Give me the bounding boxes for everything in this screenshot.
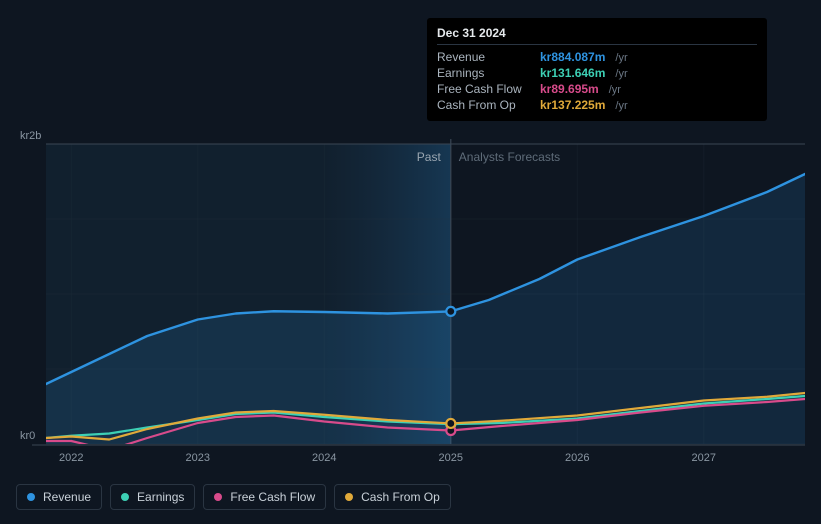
legend-dot-icon bbox=[27, 493, 35, 501]
tooltip-row: Cash From Op kr137.225m/yr bbox=[437, 97, 757, 113]
y-axis-label: kr0 bbox=[20, 430, 35, 442]
legend-dot-icon bbox=[345, 493, 353, 501]
section-label-forecast: Analysts Forecasts bbox=[459, 150, 560, 164]
x-axis-label: 2026 bbox=[565, 452, 589, 464]
x-axis-label: 2024 bbox=[312, 452, 336, 464]
x-axis-label: 2027 bbox=[692, 452, 716, 464]
tooltip-row-label: Revenue bbox=[437, 50, 532, 64]
tooltip-row-value: kr131.646m bbox=[540, 66, 605, 80]
tooltip-row-unit: /yr bbox=[609, 84, 621, 96]
legend-item-cfo[interactable]: Cash From Op bbox=[334, 484, 451, 510]
legend-label: Free Cash Flow bbox=[230, 490, 315, 504]
chart-legend: Revenue Earnings Free Cash Flow Cash From O… bbox=[16, 484, 451, 510]
tooltip-row-value: kr137.225m bbox=[540, 98, 605, 112]
tooltip-row-unit: /yr bbox=[615, 52, 627, 64]
x-axis-label: 2023 bbox=[186, 452, 210, 464]
y-axis-label: kr2b bbox=[20, 130, 41, 142]
x-axis-label: 2025 bbox=[439, 452, 463, 464]
tooltip-row-label: Cash From Op bbox=[437, 98, 532, 112]
legend-label: Cash From Op bbox=[361, 490, 440, 504]
section-label-past: Past bbox=[417, 150, 441, 164]
legend-label: Earnings bbox=[137, 490, 184, 504]
tooltip-row-unit: /yr bbox=[615, 100, 627, 112]
legend-item-fcf[interactable]: Free Cash Flow bbox=[203, 484, 326, 510]
tooltip-row: Free Cash Flow kr89.695m/yr bbox=[437, 81, 757, 97]
x-axis-label: 2022 bbox=[59, 452, 83, 464]
tooltip-row-value: kr89.695m bbox=[540, 82, 599, 96]
legend-dot-icon bbox=[214, 493, 222, 501]
legend-item-earnings[interactable]: Earnings bbox=[110, 484, 195, 510]
legend-item-revenue[interactable]: Revenue bbox=[16, 484, 102, 510]
tooltip-row-label: Free Cash Flow bbox=[437, 82, 532, 96]
tooltip-row-unit: /yr bbox=[615, 68, 627, 80]
legend-label: Revenue bbox=[43, 490, 91, 504]
tooltip-row: Earnings kr131.646m/yr bbox=[437, 65, 757, 81]
tooltip-row-label: Earnings bbox=[437, 66, 532, 80]
tooltip-row: Revenue kr884.087m/yr bbox=[437, 49, 757, 65]
chart-tooltip: Dec 31 2024 Revenuekr884.087m/yrEarnings… bbox=[427, 18, 767, 121]
legend-dot-icon bbox=[121, 493, 129, 501]
tooltip-date: Dec 31 2024 bbox=[437, 26, 757, 45]
tooltip-row-value: kr884.087m bbox=[540, 50, 605, 64]
